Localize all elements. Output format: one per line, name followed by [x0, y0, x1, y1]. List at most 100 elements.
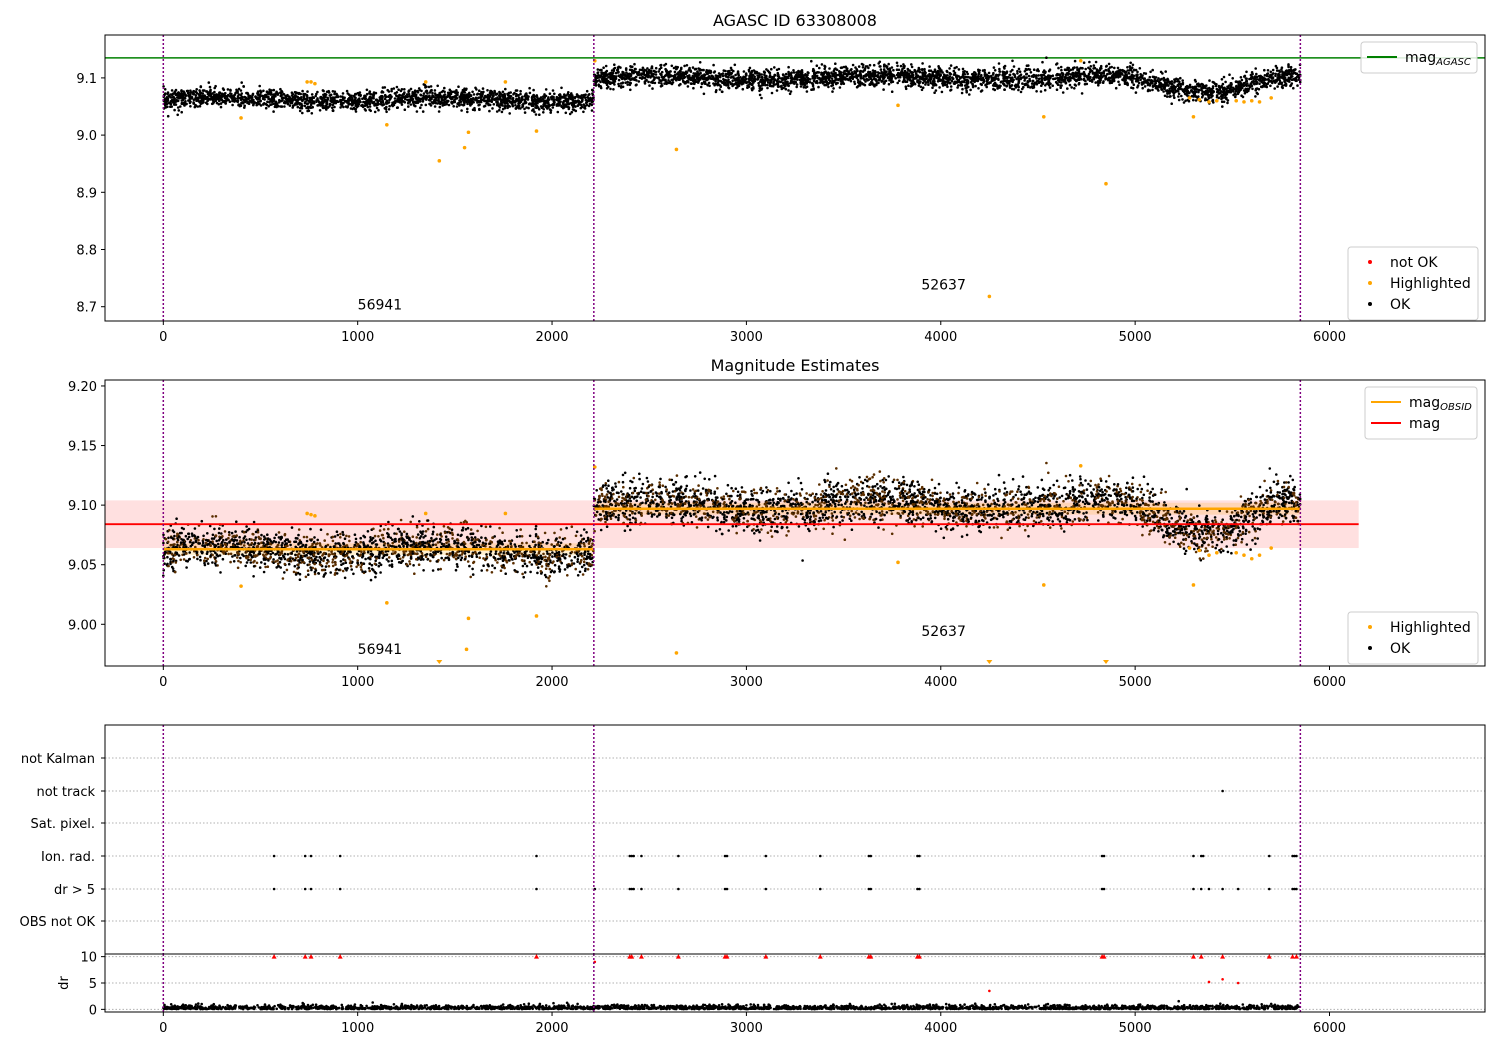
ok-point	[931, 86, 934, 89]
ok-point	[1029, 71, 1033, 74]
ok-point	[280, 94, 283, 97]
ok-point	[1131, 63, 1135, 67]
ok-point	[418, 99, 422, 103]
ok-point	[471, 108, 475, 111]
ok-point	[447, 94, 451, 97]
ok-point	[712, 63, 715, 67]
ok-point	[647, 80, 650, 84]
ok-point	[1079, 78, 1083, 81]
ok-point	[285, 94, 289, 98]
ok-point	[491, 107, 494, 110]
ok-point	[792, 69, 795, 72]
ok-point	[576, 99, 580, 102]
ok-point	[993, 69, 997, 72]
ok-point	[368, 97, 371, 101]
ok-point	[534, 98, 538, 102]
ok-point	[1166, 77, 1169, 81]
ok-point	[231, 103, 234, 107]
ok-point	[1226, 101, 1229, 105]
ok-point	[531, 100, 534, 104]
ok-point	[307, 109, 311, 113]
ok-point	[986, 74, 990, 78]
ok-point	[346, 101, 349, 104]
ok-point	[483, 104, 487, 108]
ok-point	[703, 73, 707, 77]
ok-point	[542, 108, 545, 111]
ok-point	[1055, 62, 1059, 65]
ok-point	[519, 107, 522, 110]
ok-point	[747, 80, 750, 83]
ok-point	[1070, 86, 1073, 89]
ok-point	[504, 104, 507, 108]
ok-point	[492, 94, 495, 98]
ok-point	[1129, 61, 1132, 65]
ok-point	[1078, 72, 1081, 75]
ok-point	[1194, 85, 1198, 88]
ok-point	[1228, 73, 1231, 76]
ok-point	[744, 72, 748, 75]
ok-point	[1212, 101, 1215, 104]
agasc-plot-area	[105, 35, 1485, 321]
ok-point	[1283, 78, 1286, 82]
ok-point	[486, 96, 489, 99]
ok-point	[1126, 66, 1129, 69]
ok-point	[760, 73, 763, 76]
ok-point	[487, 93, 490, 97]
ok-point	[331, 103, 334, 107]
ok-point	[1051, 84, 1054, 87]
ok-point	[270, 89, 273, 92]
ok-point	[345, 89, 349, 93]
ok-point	[488, 91, 492, 95]
ok-point	[564, 103, 567, 106]
ok-point	[698, 73, 701, 76]
ok-point	[566, 105, 570, 109]
ok-point	[458, 104, 461, 107]
ok-point	[1214, 84, 1218, 88]
ok-point	[953, 81, 956, 85]
ok-point	[418, 97, 422, 101]
ok-point	[373, 110, 377, 114]
ok-point	[169, 105, 172, 108]
ok-point	[519, 92, 522, 96]
ok-point	[1122, 76, 1126, 80]
ok-point	[244, 99, 247, 102]
ok-point	[629, 81, 632, 85]
ok-point	[1064, 81, 1068, 85]
ok-point	[272, 88, 276, 92]
ok-point	[1275, 69, 1279, 72]
ok-point	[1283, 81, 1287, 84]
ok-point	[357, 104, 360, 108]
ok-point	[575, 93, 579, 96]
ok-point	[541, 97, 544, 101]
ok-point	[390, 95, 393, 98]
ok-point	[230, 92, 233, 96]
ok-point	[1035, 79, 1039, 83]
ok-point	[1211, 98, 1215, 102]
ok-point	[1165, 82, 1169, 86]
ok-point	[661, 78, 664, 82]
ok-point	[653, 77, 656, 81]
ok-point	[1194, 90, 1198, 94]
ok-point	[532, 104, 535, 108]
ok-point	[505, 98, 509, 102]
ok-point	[542, 105, 545, 108]
ok-point	[273, 94, 277, 98]
ok-point	[559, 94, 562, 97]
ok-point	[651, 87, 654, 90]
ok-point	[657, 81, 661, 84]
ok-point	[1220, 93, 1224, 97]
ok-point	[443, 90, 446, 94]
ok-point	[873, 69, 877, 73]
ok-point	[1104, 65, 1108, 68]
ok-point	[472, 93, 476, 96]
ok-point	[225, 98, 228, 102]
ok-point	[1212, 90, 1215, 93]
ok-point	[823, 64, 826, 68]
ok-point	[1162, 76, 1166, 80]
ok-point	[551, 89, 555, 92]
ok-point	[896, 76, 900, 79]
ok-point	[1134, 77, 1138, 81]
ok-point	[383, 86, 387, 89]
ok-point	[1276, 85, 1279, 88]
ok-point	[1241, 95, 1245, 99]
